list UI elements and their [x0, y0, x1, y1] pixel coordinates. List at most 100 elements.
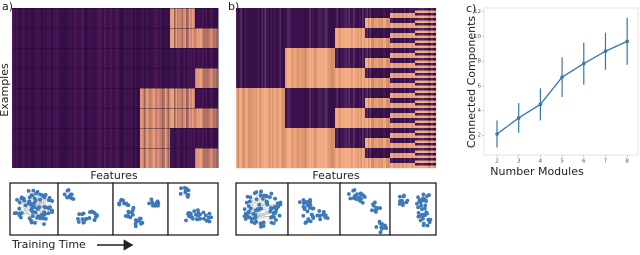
graph-node — [29, 206, 34, 211]
graph-node — [251, 211, 256, 216]
heatmap-stripe — [184, 8, 186, 168]
heatmap-stripe — [264, 8, 266, 168]
heatmap-stripe — [123, 8, 125, 168]
heatmap-stripe — [150, 8, 152, 168]
heatmap-stripe — [343, 8, 345, 168]
heatmap-block — [390, 8, 415, 14]
graph-node — [126, 209, 131, 214]
heatmap-block — [390, 118, 415, 124]
heatmap-stripe — [25, 8, 27, 168]
heatmap-stripe — [428, 8, 430, 168]
heatmap-stripe — [290, 8, 292, 168]
heatmap-stripe — [297, 8, 299, 168]
heatmap-stripe — [138, 8, 140, 168]
heatmap-block — [415, 88, 436, 91]
heatmap-stripe — [415, 8, 417, 168]
heatmap-stripe — [34, 8, 36, 168]
heatmap-stripe — [148, 8, 150, 168]
graph-node — [415, 201, 419, 206]
heatmap-stripe — [99, 8, 101, 168]
heatmap-block — [415, 70, 436, 74]
heatmap-stripe — [249, 8, 251, 168]
graph-node — [71, 197, 76, 201]
graph-node — [246, 204, 251, 209]
heatmap-stripe — [63, 8, 65, 168]
heatmap-stripe — [333, 8, 335, 168]
graph-node — [243, 211, 248, 216]
heatmap-stripe — [22, 8, 24, 168]
heatmap-stripe — [368, 8, 370, 168]
heatmap-stripe — [139, 8, 141, 168]
heatmap-stripe — [405, 8, 407, 168]
graph-node — [89, 209, 94, 214]
heatmap-stripe — [58, 8, 60, 168]
heatmap-stripe — [312, 8, 314, 168]
graph-node — [276, 204, 281, 209]
heatmap-row — [12, 28, 218, 29]
graph-edge — [16, 199, 36, 202]
graph-node — [373, 210, 378, 214]
heatmap-stripe — [72, 8, 74, 168]
graph-node — [317, 213, 322, 218]
graph-node — [359, 192, 363, 197]
heatmap-stripe — [52, 8, 54, 168]
graph-node — [128, 215, 133, 220]
heatmap-block — [365, 148, 390, 159]
data-point — [603, 49, 608, 54]
graph-node — [201, 210, 206, 215]
graph-node — [261, 197, 265, 201]
heatmap-block — [335, 68, 365, 89]
heatmap-stripe — [124, 8, 126, 168]
graph-node — [195, 217, 199, 222]
graph-node — [297, 200, 302, 205]
graph-node — [184, 218, 188, 223]
heatmap-block — [415, 108, 436, 111]
heatmap-stripe — [210, 8, 212, 168]
graph-node — [46, 206, 51, 211]
heatmap-stripe — [171, 8, 173, 168]
heatmap-stripe — [111, 8, 113, 168]
heatmap-block — [365, 58, 390, 69]
heatmap-stripe — [302, 8, 304, 168]
graph-node — [303, 200, 308, 204]
graph-node — [305, 209, 310, 214]
graph-node — [46, 211, 51, 216]
heatmap-block — [335, 48, 365, 69]
graph-box — [389, 182, 437, 236]
graph-node — [425, 194, 429, 199]
graph-node — [184, 186, 189, 191]
heatmap-stripe — [115, 8, 117, 168]
heatmap-stripe — [129, 8, 131, 168]
heatmap-stripe — [133, 8, 135, 168]
heatmap-stripe — [274, 8, 276, 168]
heatmap-block — [415, 40, 436, 44]
graph-node — [133, 224, 138, 229]
graph-node — [138, 216, 143, 221]
heatmap-block — [390, 13, 415, 19]
heatmap-block — [390, 48, 415, 54]
heatmap-stripe — [190, 8, 192, 168]
graph-node — [267, 195, 272, 200]
heatmap-block — [365, 108, 390, 119]
heatmap-stripe — [320, 8, 322, 168]
graph-box — [112, 182, 169, 236]
heatmap-stripe — [151, 8, 153, 168]
heatmap-stripe — [76, 8, 78, 168]
graph-node — [351, 188, 356, 193]
heatmap-stripe — [261, 8, 263, 168]
heatmap-stripe — [216, 8, 218, 168]
heatmap-stripe — [78, 8, 80, 168]
heatmap-stripe — [154, 8, 156, 168]
heatmap-block — [415, 23, 436, 26]
graph-node — [277, 213, 282, 218]
heatmap-stripe — [389, 8, 391, 168]
heatmap-block — [415, 65, 436, 69]
heatmap-stripe — [160, 8, 162, 168]
heatmap-stripe — [363, 8, 365, 168]
heatmap-block — [415, 75, 436, 79]
graph-node — [204, 218, 209, 223]
heatmap-stripe — [427, 8, 429, 168]
heatmap-stripe — [392, 8, 394, 168]
heatmap-block — [365, 98, 390, 109]
heatmap-stripe — [240, 8, 242, 168]
